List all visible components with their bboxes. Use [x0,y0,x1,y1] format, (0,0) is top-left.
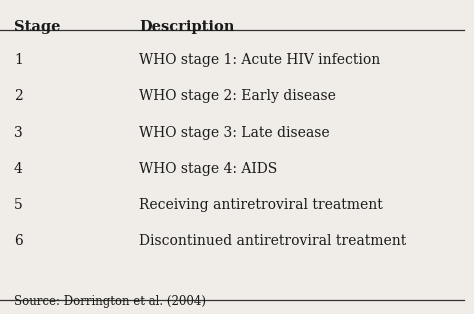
Text: Source: Dorrington et al. (2004): Source: Dorrington et al. (2004) [14,295,206,308]
Text: Discontinued antiretroviral treatment: Discontinued antiretroviral treatment [139,234,406,248]
Text: 4: 4 [14,162,23,176]
Text: Receiving antiretroviral treatment: Receiving antiretroviral treatment [139,198,383,212]
Text: Description: Description [139,20,235,35]
Text: WHO stage 1: Acute HIV infection: WHO stage 1: Acute HIV infection [139,53,381,68]
Text: WHO stage 2: Early disease: WHO stage 2: Early disease [139,89,336,104]
Text: WHO stage 3: Late disease: WHO stage 3: Late disease [139,126,330,140]
Text: 6: 6 [14,234,23,248]
Text: WHO stage 4: AIDS: WHO stage 4: AIDS [139,162,277,176]
Text: 2: 2 [14,89,23,104]
Text: 1: 1 [14,53,23,68]
Text: Stage: Stage [14,20,60,35]
Text: 3: 3 [14,126,23,140]
Text: 5: 5 [14,198,23,212]
